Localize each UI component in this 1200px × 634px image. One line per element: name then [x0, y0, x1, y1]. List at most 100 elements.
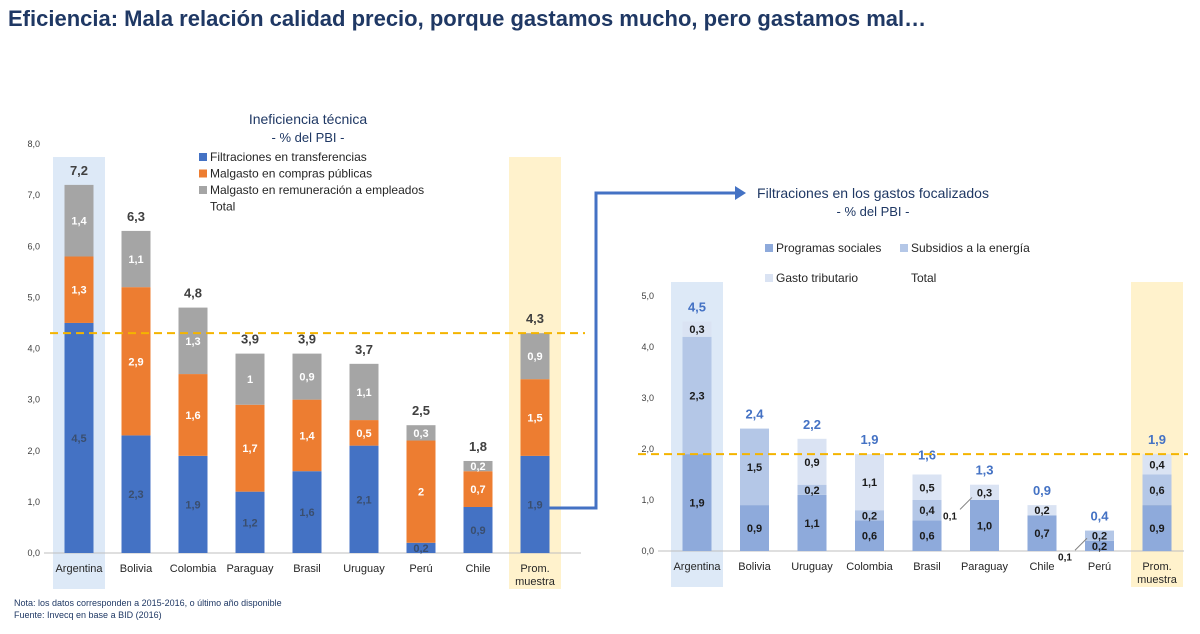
y-tick-label: 8,0	[27, 139, 40, 149]
data-label: 0,9	[299, 372, 314, 384]
callout-label: 0,1	[1058, 552, 1072, 563]
bar-segment-0-1-3	[235, 404, 265, 492]
data-label: 1,1	[128, 254, 143, 266]
data-label: 1,2	[242, 517, 257, 529]
category-label: Paraguay	[226, 563, 274, 575]
y-tick-label: 3,0	[641, 393, 654, 403]
category-label: Prom.	[520, 563, 549, 575]
chart-title: Filtraciones en los gastos focalizados	[757, 185, 989, 201]
legend-entry: Malgasto en compras públicas	[210, 167, 372, 181]
bar-segment-1-1-0	[682, 336, 712, 455]
legend-entry: Filtraciones en transferencias	[210, 150, 367, 164]
category-label: Chile	[1029, 561, 1054, 573]
data-label: 1,3	[71, 285, 86, 297]
total-label: 1,9	[860, 432, 878, 447]
callout-label: 0,1	[943, 511, 957, 522]
legend-entry: Programas sociales	[776, 241, 881, 255]
bar-segment-0-0-6	[406, 542, 436, 553]
bar-segment-0-2-3	[235, 353, 265, 405]
total-label: 4,5	[688, 300, 706, 315]
chart-title: Ineficiencia técnica	[249, 111, 368, 127]
data-label: 0,7	[470, 484, 485, 496]
data-label: 1,1	[356, 387, 371, 399]
data-label: 0,6	[919, 531, 934, 543]
category-label: Brasil	[293, 563, 321, 575]
y-tick-label: 4,0	[27, 344, 40, 354]
total-label: 1,3	[975, 463, 993, 478]
note-text: Nota: los datos corresponden a 2015-2016…	[14, 598, 282, 608]
data-label: 0,2	[804, 485, 819, 497]
data-label: 1,9	[689, 498, 704, 510]
y-tick-label: 4,0	[641, 342, 654, 352]
data-label: 0,2	[413, 543, 428, 555]
data-label: 1,3	[185, 336, 200, 348]
total-label: 0,9	[1033, 483, 1051, 498]
y-tick-label: 7,0	[27, 190, 40, 200]
bar-segment-1-0-8	[1142, 505, 1172, 551]
category-label: Bolivia	[738, 561, 771, 573]
data-label: 0,2	[1034, 505, 1049, 517]
legend-swatch	[765, 274, 773, 282]
data-label: 0,7	[1034, 528, 1049, 540]
data-label: 0,5	[356, 428, 371, 440]
data-label: 0,6	[1149, 485, 1164, 497]
bar-segment-0-2-2	[178, 307, 208, 375]
bar-segment-0-0-7	[463, 506, 493, 553]
category-label: Bolivia	[120, 563, 153, 575]
bar-segment-1-0-0	[682, 454, 712, 551]
data-label: 1,5	[527, 413, 542, 425]
category-label: Perú	[409, 563, 432, 575]
total-label: 4,8	[184, 286, 202, 301]
bar-segment-0-1-2	[178, 374, 208, 456]
data-label: 0,2	[1092, 541, 1107, 553]
bar-segment-1-2-2	[797, 438, 827, 485]
category-label: Perú	[1088, 561, 1111, 573]
legend-entry: Total	[911, 271, 936, 285]
data-label: 0,2	[1092, 531, 1107, 543]
y-tick-label: 5,0	[641, 291, 654, 301]
bar-segment-1-0-5	[970, 500, 999, 551]
data-label: 0,3	[689, 324, 704, 336]
y-tick-label: 0,0	[641, 546, 654, 556]
chart-subtitle: - % del PBI -	[272, 130, 345, 145]
data-label: 1,9	[527, 499, 542, 511]
bar-segment-1-1-4	[912, 500, 942, 521]
bar-segment-1-2-0	[682, 321, 712, 337]
legend-swatch	[900, 244, 908, 252]
data-label: 0,5	[919, 482, 934, 494]
bar-segment-1-0-6	[1027, 515, 1057, 551]
data-label: 1,9	[185, 499, 200, 511]
legend-swatch	[765, 244, 773, 252]
data-label: 0,9	[804, 457, 819, 469]
data-label: 0,4	[1149, 459, 1165, 471]
y-tick-label: 2,0	[27, 446, 40, 456]
bar-segment-0-0-2	[178, 455, 208, 553]
bar-segment-1-1-2	[797, 484, 827, 495]
total-label: 3,7	[355, 342, 373, 357]
connector-arrowhead	[735, 186, 746, 200]
total-label: 7,2	[70, 163, 88, 178]
total-label: 1,9	[1148, 432, 1166, 447]
data-label: 1,6	[299, 507, 314, 519]
category-label: Paraguay	[961, 561, 1009, 573]
bar-segment-0-2-1	[121, 230, 151, 288]
bar-segment-0-1-4	[292, 399, 322, 472]
bar-segment-0-0-4	[292, 471, 322, 553]
bar-segment-0-1-0	[64, 256, 94, 323]
bar-segment-1-1-3	[855, 510, 884, 521]
legend-swatch	[199, 153, 207, 161]
bar-segment-1-0-2	[797, 494, 827, 551]
data-label: 4,5	[71, 433, 86, 445]
bar-segment-0-1-1	[121, 287, 151, 436]
footnotes: Nota: los datos corresponden a 2015-2016…	[14, 597, 282, 621]
category-label: Chile	[465, 563, 490, 575]
data-label: 0,6	[862, 531, 877, 543]
bar-segment-1-2-4	[912, 474, 942, 500]
data-label: 1,4	[71, 216, 87, 228]
bar-segment-1-1-8	[1142, 474, 1172, 506]
data-label: 1,6	[185, 410, 200, 422]
data-label: 1,0	[977, 521, 992, 533]
total-label: 6,3	[127, 209, 145, 224]
y-tick-label: 2,0	[641, 444, 654, 454]
